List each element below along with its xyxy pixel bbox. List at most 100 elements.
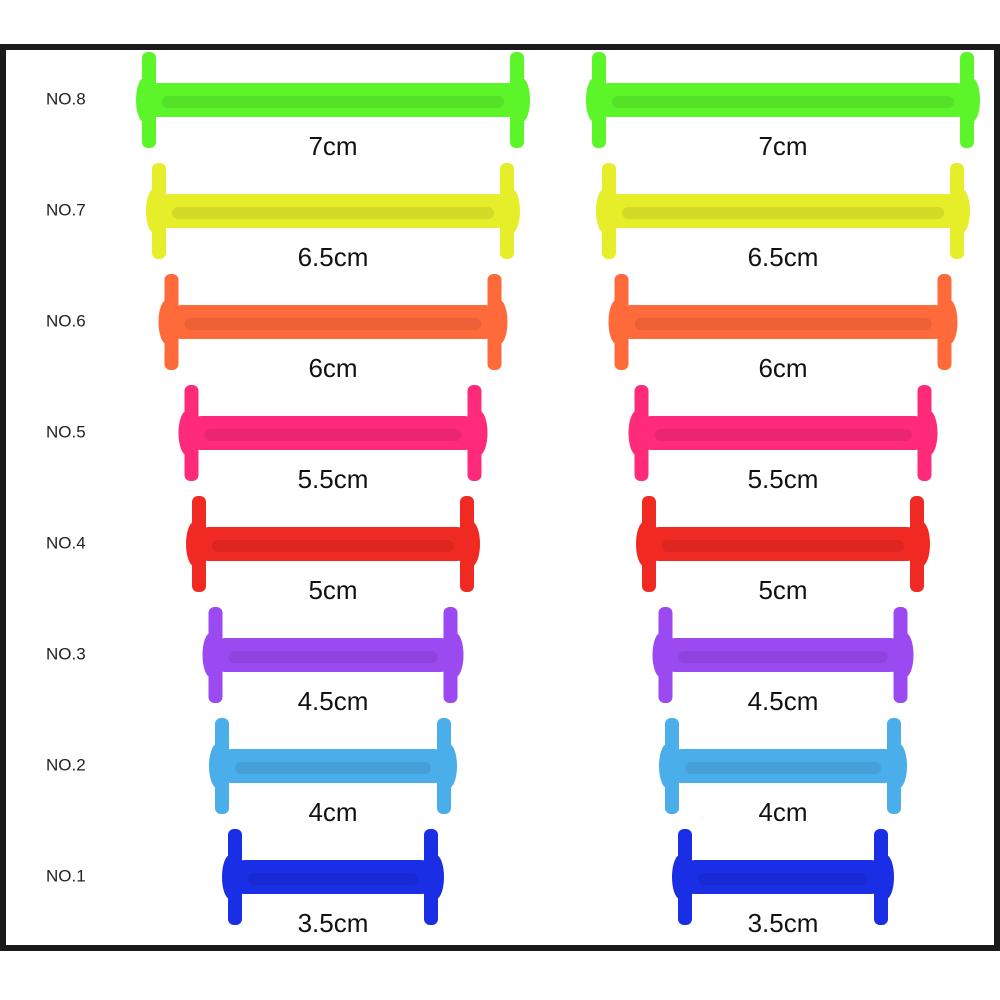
lace-end xyxy=(596,189,612,233)
lace-end xyxy=(941,300,958,344)
lace-end xyxy=(471,411,488,455)
lace-end xyxy=(158,300,175,344)
lace-end xyxy=(652,633,669,677)
size-label: 5.5cm xyxy=(298,464,369,494)
size-label: 4cm xyxy=(758,797,807,827)
lace-body xyxy=(592,83,974,117)
lace xyxy=(202,607,464,703)
lace xyxy=(186,496,480,592)
lace-shade xyxy=(698,873,868,885)
lace-end xyxy=(586,78,602,122)
size-label: 6.5cm xyxy=(748,242,819,272)
lace xyxy=(659,718,907,814)
size-label: 4.5cm xyxy=(748,686,819,716)
lace-end xyxy=(136,78,152,122)
lace-body xyxy=(208,638,458,672)
lace xyxy=(628,385,938,481)
lace-end xyxy=(672,855,688,899)
lace-end xyxy=(628,411,645,455)
row-label: NO.2 xyxy=(46,755,86,774)
lace-end xyxy=(964,78,980,122)
lace-shade xyxy=(612,96,954,108)
lace-end xyxy=(514,78,530,122)
lace-end xyxy=(891,744,907,788)
lace xyxy=(136,52,530,148)
size-label: 4.5cm xyxy=(298,686,369,716)
lace-body xyxy=(658,638,908,672)
lace xyxy=(158,274,508,370)
lace-end xyxy=(636,522,652,566)
lace-body xyxy=(642,527,924,561)
lace-body xyxy=(184,416,482,450)
lace-end xyxy=(209,744,225,788)
lace-shade xyxy=(162,96,504,108)
lace-shade xyxy=(184,318,482,330)
lace-end xyxy=(146,189,162,233)
row-label: NO.5 xyxy=(46,422,86,441)
lace-body xyxy=(602,194,964,228)
size-label: 5cm xyxy=(758,575,807,605)
lace-end xyxy=(659,744,675,788)
lace-end xyxy=(428,855,444,899)
size-label: 5cm xyxy=(308,575,357,605)
lace xyxy=(652,607,914,703)
lace-end xyxy=(878,855,894,899)
lace-body xyxy=(678,860,888,894)
lace-end xyxy=(921,411,938,455)
lace-body xyxy=(215,749,451,783)
lace-end xyxy=(914,522,930,566)
lace xyxy=(636,496,930,592)
size-label: 7cm xyxy=(308,131,357,161)
lace xyxy=(178,385,488,481)
lace-body xyxy=(164,305,502,339)
rows: NO.8 7cm 7cm NO.7 6.5cm 6.5cm NO.6 6cm 6cm NO.5 5.… xyxy=(46,52,980,938)
lace xyxy=(146,163,520,259)
lace-end xyxy=(447,633,464,677)
lace xyxy=(672,829,894,925)
size-label: 6.5cm xyxy=(298,242,369,272)
lace-body xyxy=(634,416,932,450)
lace xyxy=(608,274,958,370)
size-label: 3.5cm xyxy=(748,908,819,938)
lace-end xyxy=(608,300,625,344)
lace-end xyxy=(897,633,914,677)
row-label: NO.8 xyxy=(46,89,86,108)
lace-shade xyxy=(248,873,418,885)
lace-end xyxy=(178,411,195,455)
lace-end xyxy=(222,855,238,899)
lace-body xyxy=(228,860,438,894)
lace-end xyxy=(954,189,970,233)
lace-shade xyxy=(228,651,438,663)
lace-body xyxy=(152,194,514,228)
size-label: 7cm xyxy=(758,131,807,161)
size-label: 4cm xyxy=(308,797,357,827)
lace-shade xyxy=(662,540,904,552)
size-label: 5.5cm xyxy=(748,464,819,494)
row-label: NO.4 xyxy=(46,533,86,552)
lace-shade xyxy=(678,651,888,663)
lace-end xyxy=(441,744,457,788)
lace-shade xyxy=(685,762,881,774)
lace-end xyxy=(504,189,520,233)
row-label: NO.3 xyxy=(46,644,86,663)
lace xyxy=(222,829,444,925)
lace-end xyxy=(464,522,480,566)
lace-end xyxy=(491,300,508,344)
size-label: 6cm xyxy=(758,353,807,383)
lace-body xyxy=(192,527,474,561)
lace-shade xyxy=(622,207,944,219)
row-label: NO.7 xyxy=(46,200,86,219)
row-label: NO.1 xyxy=(46,866,86,885)
lace xyxy=(209,718,457,814)
lace-shade xyxy=(204,429,462,441)
size-label: 6cm xyxy=(308,353,357,383)
lace-body xyxy=(142,83,524,117)
lace-body xyxy=(614,305,952,339)
lace-shade xyxy=(172,207,494,219)
lace-body xyxy=(665,749,901,783)
lace-end xyxy=(202,633,219,677)
size-label: 3.5cm xyxy=(298,908,369,938)
lace-shade xyxy=(235,762,431,774)
lace-shade xyxy=(654,429,912,441)
